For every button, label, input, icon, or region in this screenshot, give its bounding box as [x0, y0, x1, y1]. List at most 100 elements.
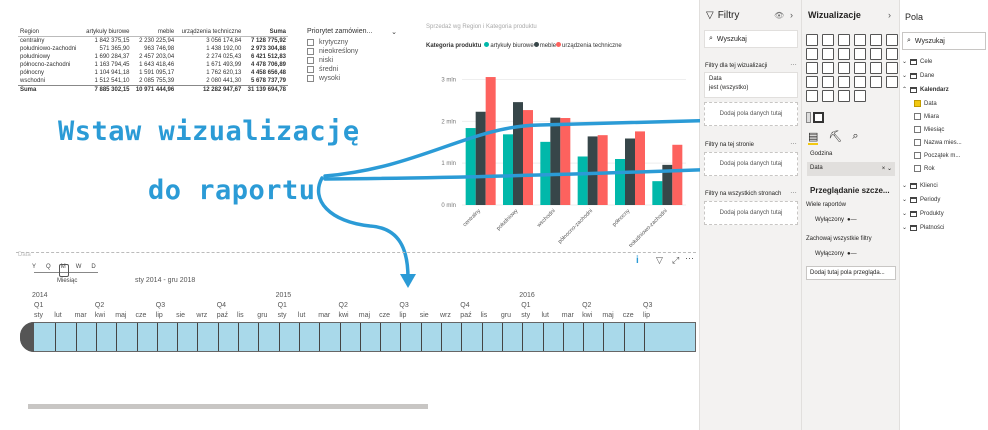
info-icon[interactable]: i	[636, 255, 639, 266]
checkbox[interactable]	[914, 152, 921, 159]
visual-type-icon[interactable]	[806, 90, 818, 102]
visual-type-icon[interactable]	[838, 76, 850, 88]
chevron-down-icon[interactable]: ⌃	[902, 87, 908, 93]
table-row[interactable]: wschodni 1 512 541,10 2 085 755,39 2 080 44…	[18, 77, 288, 86]
visual-type-icon[interactable]	[838, 62, 850, 74]
bar[interactable]	[577, 156, 588, 205]
horizontal-scrollbar[interactable]	[28, 404, 428, 409]
visual-type-icon[interactable]	[870, 34, 882, 46]
chevron-right-icon[interactable]: ›	[790, 10, 793, 20]
checkbox[interactable]	[914, 165, 921, 172]
analytics-magnifier-icon[interactable]: ⌕	[852, 130, 859, 142]
legend-item[interactable]: urządzenia techniczne	[556, 42, 622, 49]
custom-visual-icon[interactable]	[806, 112, 811, 123]
chevron-down-icon[interactable]: ⌄	[391, 29, 397, 36]
chevron-down-icon[interactable]: ⌄	[902, 197, 908, 203]
bar[interactable]	[503, 134, 513, 205]
checkbox[interactable]	[307, 39, 314, 46]
bar[interactable]	[597, 135, 608, 205]
bar[interactable]	[550, 117, 561, 205]
visual-type-icon[interactable]	[854, 76, 866, 88]
bar[interactable]	[513, 102, 523, 205]
more-options-icon[interactable]: …	[790, 60, 797, 67]
legend-item[interactable]: artykuły biurowe	[484, 42, 534, 49]
table-row[interactable]: północny 1 104 941,18 1 591 095,17 1 762 62…	[18, 69, 288, 77]
timeline-handle[interactable]	[20, 322, 34, 352]
visual-type-icon[interactable]	[838, 34, 850, 46]
bar[interactable]	[523, 110, 533, 205]
legend-item[interactable]: meble	[533, 42, 556, 49]
filter-card-data[interactable]: Data jest (wszystko)	[704, 72, 798, 98]
field-table[interactable]: ⌄ Periody	[902, 196, 940, 203]
checkbox[interactable]	[307, 48, 314, 55]
bar[interactable]	[662, 164, 673, 205]
table-row[interactable]: centralny 1 842 375,15 2 230 225,94 3 056 1…	[18, 37, 288, 46]
visual-type-icon[interactable]	[822, 90, 834, 102]
bar[interactable]	[615, 159, 625, 205]
chevron-down-icon[interactable]: ⌄	[902, 211, 908, 217]
visual-type-icon[interactable]	[870, 76, 882, 88]
field-item[interactable]: Miesiąc	[914, 126, 944, 133]
checkbox[interactable]	[307, 57, 314, 64]
visual-type-icon[interactable]	[886, 76, 898, 88]
granularity-option[interactable]: M	[60, 264, 66, 270]
field-item[interactable]: Rok	[914, 165, 935, 172]
chevron-down-icon[interactable]: ⌄	[902, 225, 908, 231]
toggle-off-icon[interactable]: ●—	[846, 217, 857, 223]
add-page-filter-well[interactable]: Dodaj pola danych tutaj	[704, 152, 798, 176]
visual-type-icon[interactable]	[886, 62, 898, 74]
field-table[interactable]: ⌄ Płatności	[902, 224, 944, 231]
format-paint-roller-icon[interactable]: ⛏	[828, 131, 843, 143]
visual-type-icon[interactable]	[870, 62, 882, 74]
checkbox[interactable]	[914, 100, 921, 107]
field-well-value[interactable]: Data × ⌄	[807, 162, 895, 176]
slicer-option[interactable]: wysoki	[307, 75, 397, 82]
granularity-option[interactable]: W	[75, 264, 82, 270]
slicer-option[interactable]: krytyczny	[307, 39, 397, 46]
priority-slicer[interactable]: Priorytet zamówien... ⌄ krytyczny nieokreś…	[307, 28, 397, 84]
visual-type-icon[interactable]	[886, 48, 898, 60]
timeline-bar[interactable]	[20, 322, 696, 352]
granularity-option[interactable]: D	[91, 264, 96, 270]
visual-type-icon[interactable]	[806, 34, 818, 46]
visual-type-icon[interactable]	[870, 48, 882, 60]
field-item[interactable]: Data	[914, 100, 937, 107]
visual-type-gallery[interactable]	[806, 34, 898, 102]
add-report-filter-well[interactable]: Dodaj pola danych tutaj	[704, 201, 798, 225]
chevron-right-icon[interactable]: ⌄	[902, 59, 908, 65]
close-icon[interactable]: × ⌄	[881, 166, 892, 172]
eye-icon[interactable]: 👁	[774, 11, 785, 20]
visual-type-icon[interactable]	[822, 34, 834, 46]
visual-type-icon[interactable]	[806, 76, 818, 88]
chevron-right-icon[interactable]: ›	[888, 10, 891, 20]
granularity-option[interactable]: Q	[46, 264, 51, 270]
visual-type-icon[interactable]	[854, 62, 866, 74]
visual-type-icon[interactable]	[822, 48, 834, 60]
field-table[interactable]: ⌄ Produkty	[902, 210, 944, 217]
cross-report-toggle[interactable]: Wyłączony ●—	[815, 217, 857, 223]
field-table-kalendarz[interactable]: ⌃ Kalendarz	[902, 86, 949, 93]
bar[interactable]	[652, 181, 663, 205]
timeline-visual-icon-selected[interactable]	[813, 112, 824, 123]
bar[interactable]	[465, 128, 476, 205]
bar[interactable]	[485, 77, 496, 205]
bar[interactable]	[587, 136, 598, 205]
bar[interactable]	[672, 144, 683, 205]
visual-type-icon[interactable]	[854, 34, 866, 46]
visual-type-icon[interactable]	[806, 62, 818, 74]
chevron-down-icon[interactable]: ⌄	[902, 183, 908, 189]
chevron-right-icon[interactable]: ⌄	[902, 73, 908, 79]
slicer-option[interactable]: średni	[307, 66, 397, 73]
visual-type-icon[interactable]	[822, 62, 834, 74]
bar[interactable]	[560, 118, 571, 205]
expand-icon[interactable]: ⤢	[672, 255, 680, 265]
more-options-icon[interactable]: ⋯	[685, 253, 694, 263]
fields-search[interactable]: ⌕ Wyszukaj	[902, 32, 986, 50]
checkbox[interactable]	[914, 113, 921, 120]
table-row[interactable]: północno-zachodni 1 163 794,45 1 643 418,4…	[18, 61, 288, 69]
field-item[interactable]: Miara	[914, 113, 939, 120]
visual-type-icon[interactable]	[854, 90, 866, 102]
add-visual-filter-well[interactable]: Dodaj pola danych tutaj	[704, 102, 798, 126]
timeline-visual[interactable]	[16, 252, 696, 412]
